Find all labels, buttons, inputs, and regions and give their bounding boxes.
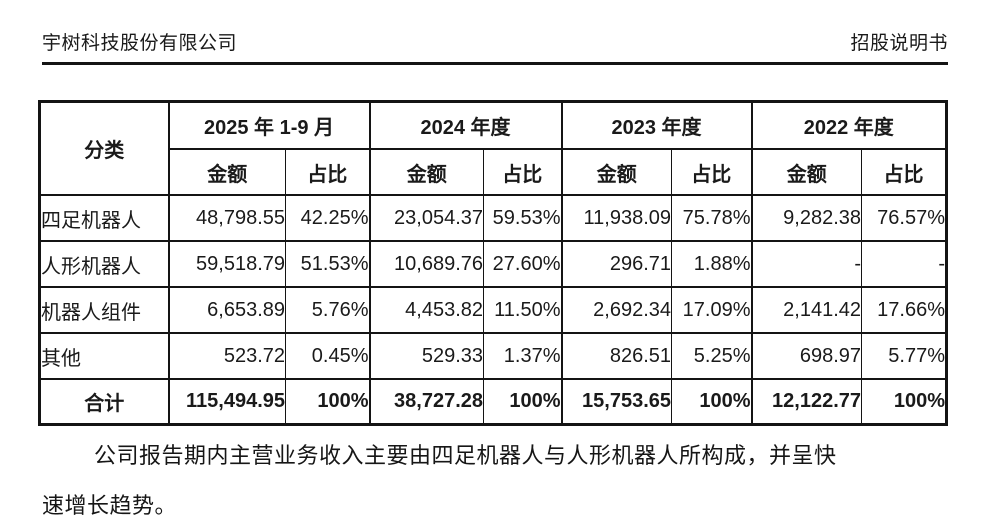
table-cell: 42.25%: [284, 194, 371, 242]
table-cell: -: [750, 240, 863, 288]
sub-header-amount: 金额: [750, 148, 863, 196]
table-cell: 5.25%: [671, 332, 753, 380]
table-cell: 17.66%: [861, 286, 948, 334]
sub-header-amount: 金额: [560, 148, 673, 196]
table-cell: 5.76%: [284, 286, 371, 334]
company-name: 宇树科技股份有限公司: [42, 33, 238, 54]
col-header-2022: 2022 年度: [750, 100, 948, 150]
col-header-2025: 2025 年 1-9 月: [167, 100, 371, 150]
table-cell: 100%: [671, 378, 753, 426]
table-cell: 23,054.37: [368, 194, 485, 242]
table-cell: 2,141.42: [750, 286, 863, 334]
table-cell: 27.60%: [483, 240, 563, 288]
col-header-2023: 2023 年度: [560, 100, 753, 150]
table-cell: 100%: [483, 378, 563, 426]
table-cell: 100%: [861, 378, 948, 426]
sub-header-ratio: 占比: [483, 148, 563, 196]
table-cell: 6,653.89: [167, 286, 286, 334]
table-cell: 59,518.79: [167, 240, 286, 288]
table-cell: 17.09%: [671, 286, 753, 334]
table-cell: 5.77%: [861, 332, 948, 380]
row-category: 机器人组件: [39, 286, 170, 334]
table-cell: 2,692.34: [560, 286, 673, 334]
row-category: 人形机器人: [39, 240, 170, 288]
table-row-other: 其他 523.72 0.45% 529.33 1.37% 826.51 5.25…: [39, 332, 948, 380]
row-category: 合计: [39, 378, 170, 426]
table-cell: 48,798.55: [167, 194, 286, 242]
sub-header-ratio: 占比: [284, 148, 371, 196]
table-cell: 4,453.82: [368, 286, 485, 334]
table-cell: -: [861, 240, 948, 288]
table-cell: 698.97: [750, 332, 863, 380]
table-cell: 75.78%: [671, 194, 753, 242]
table-cell: 11,938.09: [560, 194, 673, 242]
table-cell: 523.72: [167, 332, 286, 380]
body-paragraph-line: 速增长趋势。: [42, 493, 178, 518]
doc-type-label: 招股说明书: [850, 33, 948, 54]
table-cell: 38,727.28: [368, 378, 485, 426]
table-cell: 15,753.65: [560, 378, 673, 426]
sub-header-amount: 金额: [167, 148, 286, 196]
table-cell: 11.50%: [483, 286, 563, 334]
table-cell: 529.33: [368, 332, 485, 380]
table-cell: 76.57%: [861, 194, 948, 242]
body-paragraph: 公司报告期内主营业务收入主要由四足机器人与人形机器人所构成，并呈快 速增长趋势。: [42, 431, 963, 531]
row-category: 四足机器人: [39, 194, 170, 242]
table-cell: 826.51: [560, 332, 673, 380]
revenue-breakdown-table: 分类 2025 年 1-9 月 2024 年度 2023 年度 2022 年度 …: [38, 100, 949, 426]
sub-header-amount: 金额: [368, 148, 485, 196]
table-cell: 12,122.77: [750, 378, 863, 426]
table-cell: 9,282.38: [750, 194, 863, 242]
table-cell: 0.45%: [284, 332, 371, 380]
table-cell: 51.53%: [284, 240, 371, 288]
sub-header-ratio: 占比: [671, 148, 753, 196]
table-row-robot-components: 机器人组件 6,653.89 5.76% 4,453.82 11.50% 2,6…: [39, 286, 948, 334]
table-row-total: 合计 115,494.95 100% 38,727.28 100% 15,753…: [39, 378, 948, 426]
table-cell: 59.53%: [483, 194, 563, 242]
col-header-2024: 2024 年度: [368, 100, 563, 150]
corner-header-category: 分类: [39, 100, 170, 196]
table-cell: 1.37%: [483, 332, 563, 380]
table-row-quadruped-robot: 四足机器人 48,798.55 42.25% 23,054.37 59.53% …: [39, 194, 948, 242]
table-cell: 1.88%: [671, 240, 753, 288]
table-cell: 10,689.76: [368, 240, 485, 288]
table-cell: 296.71: [560, 240, 673, 288]
table-cell: 100%: [284, 378, 371, 426]
table-row-humanoid-robot: 人形机器人 59,518.79 51.53% 10,689.76 27.60% …: [39, 240, 948, 288]
table-cell: 115,494.95: [167, 378, 286, 426]
sub-header-ratio: 占比: [861, 148, 948, 196]
page-running-head: 宇树科技股份有限公司 招股说明书: [42, 28, 948, 65]
row-category: 其他: [39, 332, 170, 380]
body-paragraph-line: 公司报告期内主营业务收入主要由四足机器人与人形机器人所构成，并呈快: [94, 443, 837, 468]
